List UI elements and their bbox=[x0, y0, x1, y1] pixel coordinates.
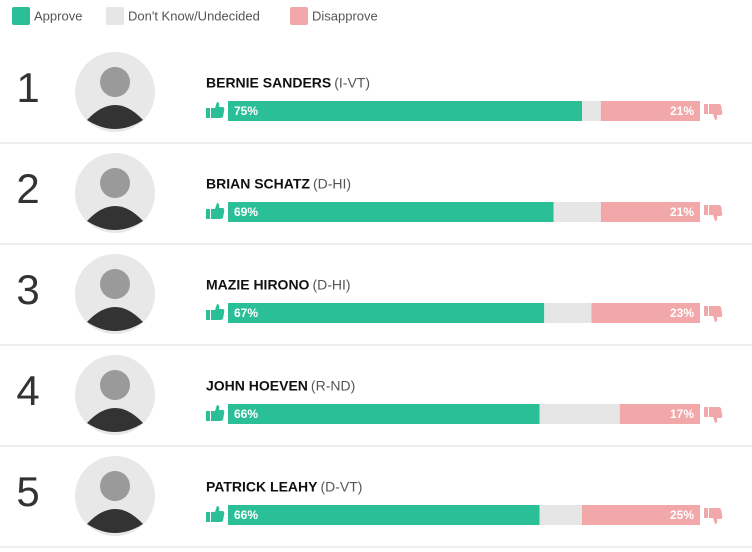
legend-label: Approve bbox=[34, 8, 82, 23]
senator-name: BERNIE SANDERS bbox=[206, 75, 331, 91]
thumb-down-icon bbox=[704, 407, 723, 423]
bar-segment bbox=[553, 202, 601, 222]
thumb-hand bbox=[709, 205, 723, 221]
bar-segment bbox=[228, 505, 540, 525]
value-label: 21% bbox=[670, 104, 694, 118]
thumb-down-icon bbox=[704, 306, 723, 322]
photo-head bbox=[100, 370, 130, 400]
legend-swatch bbox=[12, 7, 30, 25]
thumb-down-icon bbox=[704, 104, 723, 120]
thumb-up-icon bbox=[206, 203, 225, 219]
thumb-up-icon bbox=[206, 506, 225, 522]
thumb-hand bbox=[709, 104, 723, 120]
photo-body bbox=[87, 408, 143, 432]
senator-name: JOHN HOEVEN bbox=[206, 378, 308, 394]
thumb-hand bbox=[211, 203, 225, 219]
thumb-hand bbox=[709, 508, 723, 524]
thumb-up-icon bbox=[206, 405, 225, 421]
bar-segment bbox=[582, 505, 700, 525]
bar-segment bbox=[228, 404, 540, 424]
value-label: 17% bbox=[670, 407, 694, 421]
thumb-up-icon bbox=[206, 102, 225, 118]
thumb-hand bbox=[211, 102, 225, 118]
value-label: 21% bbox=[670, 205, 694, 219]
thumb-hand bbox=[211, 506, 225, 522]
photo-head bbox=[100, 168, 130, 198]
thumb-hand bbox=[709, 306, 723, 322]
legend-swatch bbox=[290, 7, 308, 25]
party-label: (R-ND) bbox=[311, 378, 355, 394]
bar-segment bbox=[591, 303, 700, 323]
thumb-cuff bbox=[704, 306, 708, 316]
photo-body bbox=[87, 307, 143, 331]
rank-number: 2 bbox=[16, 165, 39, 212]
bar-segment bbox=[228, 202, 554, 222]
value-label: 66% bbox=[234, 407, 258, 421]
senator-name: BRIAN SCHATZ bbox=[206, 176, 310, 192]
party-label: (I-VT) bbox=[334, 75, 370, 91]
bar-segment bbox=[539, 404, 620, 424]
bar-segment bbox=[619, 404, 700, 424]
bar-segment bbox=[600, 202, 700, 222]
legend-label: Don't Know/Undecided bbox=[128, 8, 260, 23]
party-label: (D-VT) bbox=[320, 479, 362, 495]
photo-body bbox=[87, 105, 143, 129]
photo-body bbox=[87, 509, 143, 533]
photo-head bbox=[100, 67, 130, 97]
thumb-down-icon bbox=[704, 205, 723, 221]
bar-segment bbox=[228, 303, 545, 323]
bar-segment bbox=[228, 101, 582, 121]
thumb-down-icon bbox=[704, 508, 723, 524]
value-label: 23% bbox=[670, 306, 694, 320]
photo-head bbox=[100, 471, 130, 501]
rank-number: 4 bbox=[16, 367, 39, 414]
thumb-up-icon bbox=[206, 304, 225, 320]
thumb-cuff bbox=[206, 411, 210, 421]
legend-label: Disapprove bbox=[312, 8, 378, 23]
bar-segment bbox=[582, 101, 601, 121]
party-label: (D-HI) bbox=[312, 277, 350, 293]
thumb-cuff bbox=[206, 209, 210, 219]
rank-number: 1 bbox=[16, 64, 39, 111]
thumb-cuff bbox=[206, 108, 210, 118]
value-label: 69% bbox=[234, 205, 258, 219]
legend-swatch bbox=[106, 7, 124, 25]
thumb-cuff bbox=[206, 512, 210, 522]
thumb-cuff bbox=[206, 310, 210, 320]
value-label: 67% bbox=[234, 306, 258, 320]
thumb-hand bbox=[709, 407, 723, 423]
value-label: 25% bbox=[670, 508, 694, 522]
thumb-cuff bbox=[704, 205, 708, 215]
thumb-cuff bbox=[704, 508, 708, 518]
value-label: 66% bbox=[234, 508, 258, 522]
value-label: 75% bbox=[234, 104, 258, 118]
bar-segment bbox=[600, 101, 700, 121]
photo-head bbox=[100, 269, 130, 299]
rank-number: 5 bbox=[16, 468, 39, 515]
thumb-cuff bbox=[704, 407, 708, 417]
bar-segment bbox=[539, 505, 582, 525]
rank-number: 3 bbox=[16, 266, 39, 313]
party-label: (D-HI) bbox=[313, 176, 351, 192]
senator-name: PATRICK LEAHY bbox=[206, 479, 318, 495]
thumb-hand bbox=[211, 405, 225, 421]
thumb-cuff bbox=[704, 104, 708, 114]
photo-body bbox=[87, 206, 143, 230]
thumb-hand bbox=[211, 304, 225, 320]
senator-name: MAZIE HIRONO bbox=[206, 277, 310, 293]
bar-segment bbox=[544, 303, 592, 323]
